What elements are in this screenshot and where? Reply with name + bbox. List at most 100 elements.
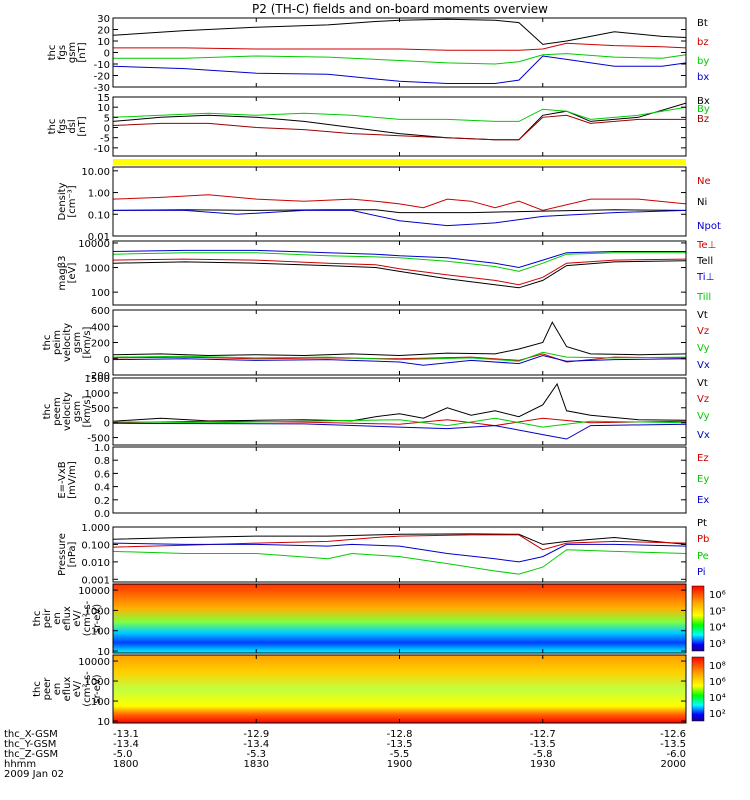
series-line-by [113, 53, 687, 65]
legend-Vt: Vt [697, 310, 708, 321]
x-row-label: thc_Y-GSM [4, 739, 56, 750]
series-line-Till [112, 252, 686, 272]
x-tick-value: -12.7 [530, 729, 556, 740]
y-axis-label: Pressure [57, 533, 68, 576]
y-tick-label: -200 [87, 371, 110, 382]
panel-efield: Ez Ey Ex 1.0 0.8 0.6 0.4 0.2 0.0 E=-VxB [mV/m] [57, 443, 709, 520]
x-row-label: hhmm [4, 759, 36, 770]
series-line-Vt [112, 321, 687, 357]
y-tick-label: 1000 [85, 264, 110, 275]
chart-title: P2 (TH-C) fields and on-board moments ov… [252, 2, 548, 16]
y-axis-label: thc [47, 119, 58, 135]
series-line-Vz [112, 417, 687, 427]
y-tick-label: -500 [87, 434, 110, 445]
y-tick-label: 100 [91, 627, 110, 638]
colorbar-tick-label: 10⁶ [709, 677, 726, 688]
y-axis-label: [mV/m] [67, 461, 78, 499]
series-line-Ti⊥ [112, 249, 686, 269]
y-axis-label: thc [32, 611, 43, 627]
plot-frame [112, 309, 687, 376]
y-axis-label: thc [47, 45, 58, 61]
y-tick-label: 0.010 [81, 558, 110, 569]
y-axis-label: [km/s] [82, 326, 93, 358]
series-line-Bz [112, 114, 686, 141]
y-axis-label: peir [42, 608, 53, 628]
legend-Ez: Ez [697, 453, 709, 464]
y-tick-label: 10 [97, 37, 110, 48]
colorbar-peir-eflux [691, 585, 705, 652]
legend-Pb: Pb [697, 534, 709, 545]
plot-frame [112, 166, 687, 237]
x-tick-value: -13.1 [113, 729, 139, 740]
legend-Pi: Pi [697, 567, 706, 578]
y-axis-label: peer [42, 677, 53, 701]
y-tick-label: 0 [104, 355, 110, 366]
date-label: 2009 Jan 02 [4, 769, 64, 780]
y-tick-label: 10000 [78, 586, 110, 597]
legend-Npot: Npot [697, 221, 721, 232]
x-tick-value: -13.5 [387, 739, 413, 750]
y-axis-label: en [52, 683, 63, 696]
y-tick-label: 10 [97, 103, 110, 114]
series-line-Pt [112, 533, 687, 545]
x-tick-value: 2000 [661, 759, 686, 770]
x-row-label: thc_X-GSM [4, 729, 58, 740]
series-line-Ni [112, 209, 687, 214]
y-axis-label: dsl [67, 119, 78, 133]
y-tick-label: 0.0 [94, 509, 110, 520]
series-line-Pe [112, 549, 687, 575]
y-axis-label: sr-eV) [92, 604, 103, 633]
legend-Vt: Vt [697, 378, 708, 389]
series-line-Te⊥ [112, 258, 687, 286]
legend-Ni: Ni [697, 197, 707, 208]
y-tick-label: 0.001 [81, 575, 110, 586]
legend-Te⊥: Te⊥ [696, 240, 716, 251]
series-line-Bt [112, 18, 687, 45]
panel-peir-eflux: 10⁶ 10⁵ 10⁴ 10³ 10000 1000 100 10 thc peir en eflux… [32, 583, 726, 658]
y-tick-label: 0.10 [88, 210, 110, 221]
colorbar-tick-label: 10³ [709, 639, 726, 650]
y-axis-label: fgs [57, 45, 68, 60]
panel-peem-velocity: Vt Vz Vy Vx 1500 1000 500 0 -500 thc peem velocity g… [42, 374, 710, 446]
plot-frame [112, 526, 687, 583]
legend-By: By [697, 104, 710, 115]
x-axis-footer: thc_X-GSM -13.1 -12.9 -12.8 -12.7 -12.6 thc_Y-… [4, 729, 686, 780]
y-axis-label: peim [52, 330, 63, 355]
colorbar-tick-label: 10⁶ [709, 590, 726, 601]
y-tick-label: 0 [104, 49, 110, 60]
y-tick-label: 10 [97, 647, 110, 658]
y-tick-label: 0.4 [94, 483, 110, 494]
series-line-Ne [112, 194, 687, 211]
y-axis-label: E=-VxB [57, 461, 68, 498]
colorbar-tick-label: 10² [709, 709, 726, 720]
y-tick-label: 1.0 [94, 443, 110, 454]
y-axis-label: velocity [62, 392, 73, 431]
y-tick-label: 0.2 [94, 496, 110, 507]
legend-Pt: Pt [697, 518, 707, 529]
series-line-bx [112, 55, 687, 84]
legend-Bz: Bz [697, 114, 709, 125]
series-line-bz [113, 42, 687, 51]
colorbar-peer-eflux [691, 656, 705, 722]
legend-by: by [697, 56, 709, 67]
legend-Bx: Bx [697, 96, 710, 107]
plot-frame [112, 377, 687, 446]
y-axis-label: [nT] [77, 116, 88, 136]
y-axis-label: Density [57, 182, 68, 220]
y-tick-label: 10 [97, 717, 110, 728]
y-tick-label: 100 [91, 697, 110, 708]
y-axis-label: peem [52, 397, 63, 425]
series-line-Vy [112, 417, 687, 428]
y-tick-label: 1.000 [81, 523, 110, 534]
y-tick-label: 15 [97, 93, 110, 104]
spectrogram-peir-eflux [113, 584, 686, 653]
legend-bz: bz [697, 37, 709, 48]
legend-Bt: Bt [697, 18, 708, 29]
colorbar-tick-label: 10⁴ [709, 693, 726, 704]
y-axis-label: fgs [57, 119, 68, 134]
series-line-Vy [112, 351, 687, 362]
x-tick-value: -6.0 [666, 749, 686, 760]
spectrogram-peer-eflux [113, 655, 686, 723]
